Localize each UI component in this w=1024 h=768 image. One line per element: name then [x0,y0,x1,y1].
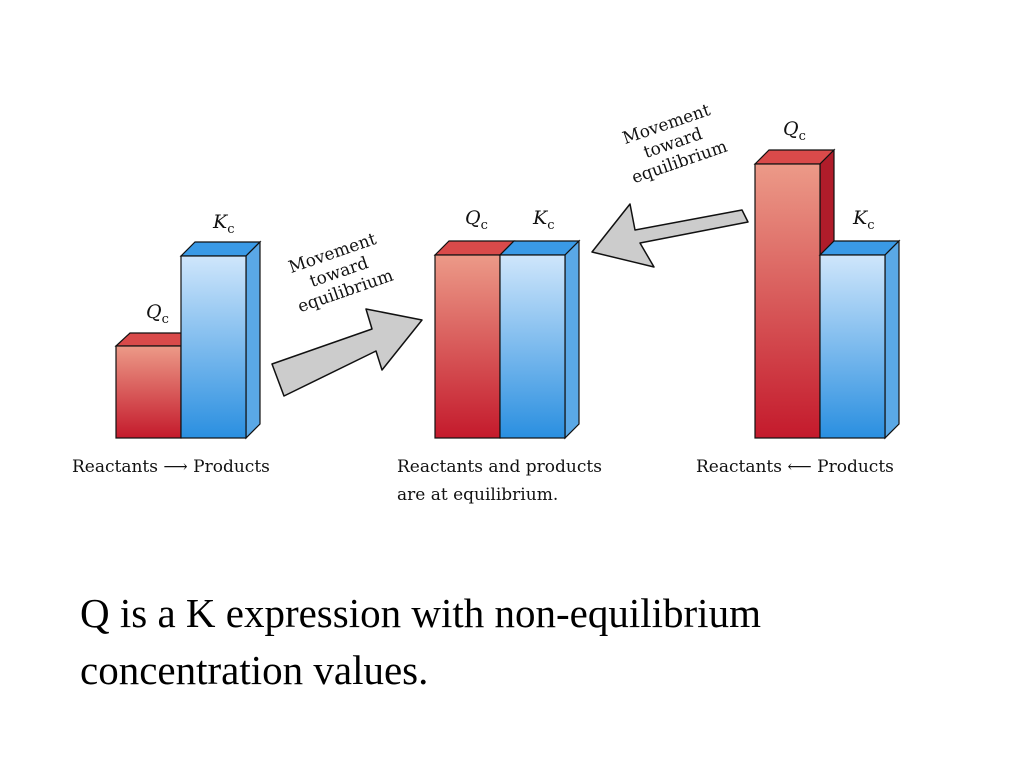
q-label: Qc [465,207,488,233]
caption: Reactants ⟵ Products [696,457,894,477]
q-bar [433,240,516,439]
k-label: Kc [852,207,874,233]
q-label: Qc [146,301,169,327]
equilibrium-diagram: Qc Kc Reactants ⟶ Products Movement towa… [72,100,901,505]
arrow-label: Movement toward equilibrium [620,100,730,188]
panel-equilibrium: Qc Kc Reactants and products are at equi… [397,207,602,505]
panel-forward: Qc Kc Reactants ⟶ Products [72,211,270,477]
q-label: Qc [783,118,806,144]
caption-line-2: are at equilibrium. [397,485,558,505]
k-label: Kc [532,207,554,233]
q-bar [114,332,197,439]
slide-text-line-2: concentration values. [80,647,429,693]
k-bar [498,239,581,440]
arrow-label: Movement toward equilibrium [286,229,396,317]
panel-reverse: Qc Kc Reactants ⟵ Products [696,118,901,477]
caption: Reactants ⟶ Products [72,457,270,477]
arrow-left: Movement toward equilibrium [591,100,749,268]
slide-text-line-1: Q is a K expression with non-equilibrium [80,590,761,636]
q-bar [753,148,836,439]
k-bar [179,240,262,440]
slide-body-text: Q is a K expression with non-equilibrium… [80,585,980,699]
k-bar [818,239,901,440]
caption-line-1: Reactants and products [397,457,602,477]
k-label: Kc [212,211,234,237]
arrow-right: Movement toward equilibrium [271,229,423,397]
